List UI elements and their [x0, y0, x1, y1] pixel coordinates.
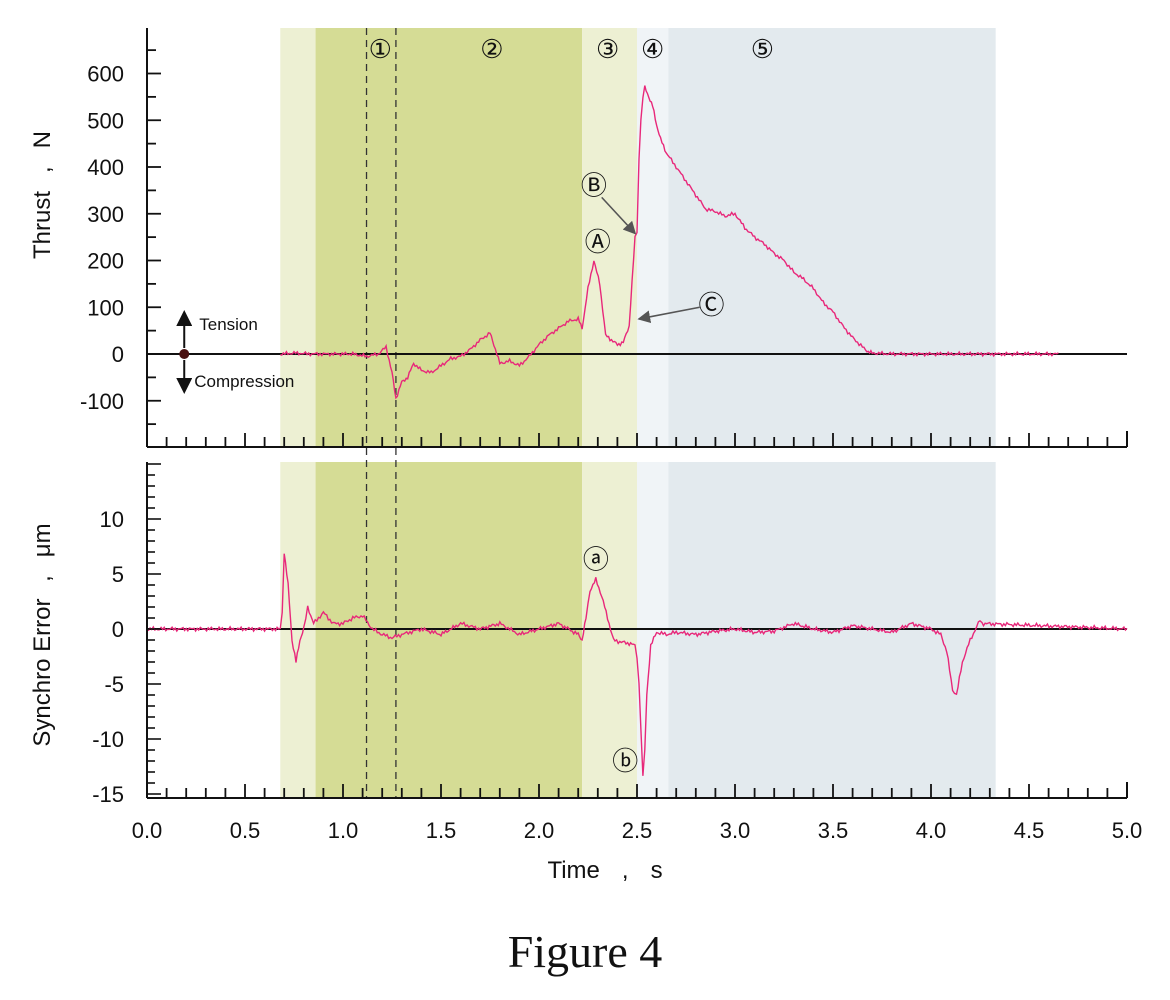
phase-bands-top [280, 28, 996, 447]
thrust-ylabel: Thrust,N [29, 131, 56, 259]
thrust-ytick-label: 100 [87, 295, 124, 320]
phase-label-4: ④ [641, 34, 664, 64]
arrow-B [601, 196, 637, 235]
thrust-series [280, 85, 1059, 400]
phase-label-5: ⑤ [751, 34, 774, 64]
phase-band-top-2 [315, 28, 583, 447]
x-tick-label: 1.5 [426, 818, 457, 843]
synchro-ytick-label: 10 [100, 507, 124, 532]
arrow-C [637, 306, 700, 324]
phase-label-2: ② [480, 34, 503, 64]
annotation-C: Ⓒ [698, 290, 724, 320]
x-tick-label: 2.0 [524, 818, 555, 843]
x-tick-label: 5.0 [1112, 818, 1143, 843]
annotation-A: Ⓐ [585, 227, 611, 257]
thrust-line-1 [280, 85, 1059, 400]
x-tick-label: 0.5 [230, 818, 261, 843]
synchro-ytick-label: -10 [92, 727, 124, 752]
synchro-ytick-label: 0 [112, 617, 124, 642]
synchro-ytick-label: 5 [112, 562, 124, 587]
dashed-lines [365, 28, 397, 798]
phase-band-top-3 [582, 28, 637, 447]
synchro-ytick-label: -15 [92, 782, 124, 807]
x-tick-label: 3.5 [818, 818, 849, 843]
annotation-B: Ⓑ [581, 171, 607, 201]
tension-label: Tension [199, 315, 258, 334]
axes: 600 500 400 300 200 100 0 -100 10 5 0 -5 -10 -15 0.0 0.… [80, 28, 1142, 843]
thrust-ytick-label: 0 [112, 342, 124, 367]
origin-dot [179, 349, 190, 359]
thrust-ytick-label: 300 [87, 202, 124, 227]
x-tick-label: 4.0 [916, 818, 947, 843]
x-tick-label: 1.0 [328, 818, 359, 843]
figure-caption: Figure 4 [507, 926, 663, 977]
annotation-a: ⓐ [583, 545, 609, 575]
x-tick-label: 0.0 [132, 818, 163, 843]
thrust-ytick-label: -100 [80, 389, 124, 414]
thrust-ytick-label: 500 [87, 108, 124, 133]
thrust-ytick-label: 600 [87, 62, 124, 87]
annotations: Ⓐ Ⓑ Ⓒⓐ ⓑ Tension Compression [176, 171, 724, 776]
phase-band-top-5 [668, 28, 996, 447]
thrust-ytick-label: 200 [87, 249, 124, 274]
x-tick-label: 3.0 [720, 818, 751, 843]
phase-label-1: ① [369, 34, 392, 64]
phase-label-3: ③ [596, 34, 619, 64]
synchro-ytick-label: -5 [104, 672, 124, 697]
synchro-error-series [146, 553, 1128, 776]
phase-band-top-4 [637, 28, 669, 447]
x-tick-label: 2.5 [622, 818, 653, 843]
synchro-error-ylabel: Synchro Error,μm [29, 523, 56, 746]
annotation-b: ⓑ [612, 746, 638, 776]
thrust-ytick-label: 400 [87, 155, 124, 180]
synchro-error-line-1 [146, 553, 1128, 776]
time-xlabel: Time, s [547, 857, 662, 884]
compression-label: Compression [194, 372, 294, 391]
x-tick-label: 4.5 [1014, 818, 1045, 843]
phase-band-top-1 [280, 28, 316, 447]
